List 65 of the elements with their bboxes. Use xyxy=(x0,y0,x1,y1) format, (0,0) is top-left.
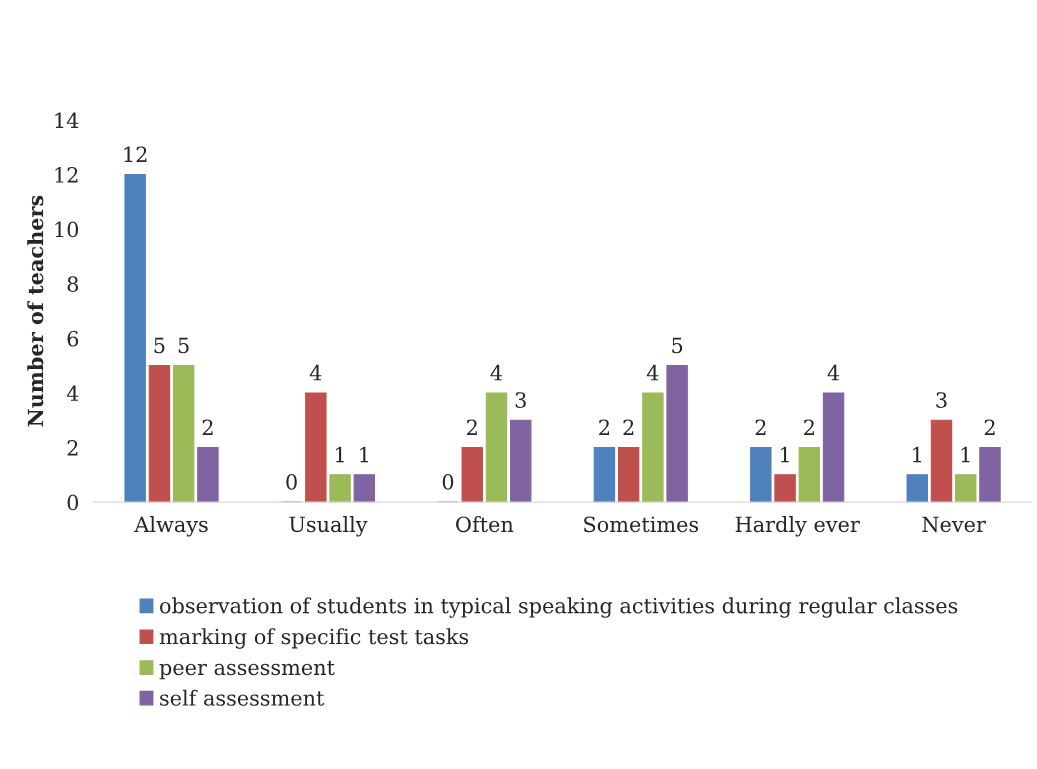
bar xyxy=(955,474,977,503)
x-tick-label: Usually xyxy=(289,516,368,537)
x-tick-label: Always xyxy=(134,516,208,537)
data-label: 12 xyxy=(124,146,147,162)
legend-label: peer assessment xyxy=(159,660,335,680)
data-label: 3 xyxy=(936,392,947,408)
bar xyxy=(642,392,664,503)
bar xyxy=(124,174,146,503)
y-tick-label: 10 xyxy=(55,221,79,238)
data-label: 2 xyxy=(599,419,609,435)
data-label: 1 xyxy=(961,446,970,463)
data-label: 1 xyxy=(335,446,344,463)
data-label: 2 xyxy=(623,419,634,435)
x-tick-label: Often xyxy=(456,516,514,533)
bar xyxy=(461,447,483,503)
bar xyxy=(906,474,928,503)
data-label: 2 xyxy=(755,419,766,435)
bar xyxy=(593,447,616,503)
bar xyxy=(979,447,1001,503)
y-tick-label: 0 xyxy=(67,494,79,511)
x-tick-label: Sometimes xyxy=(584,516,699,533)
y-tick-label: 6 xyxy=(67,330,79,347)
data-label: 1 xyxy=(913,446,921,463)
bar xyxy=(822,392,845,503)
data-label: 3 xyxy=(515,392,526,408)
data-label: 5 xyxy=(154,337,165,354)
data-label: 2 xyxy=(804,419,814,435)
data-label: 4 xyxy=(490,364,503,381)
bar xyxy=(617,447,640,503)
y-tick-label: 2 xyxy=(67,440,78,456)
data-label: 1 xyxy=(360,446,368,463)
bar xyxy=(305,392,327,503)
bar xyxy=(148,365,171,503)
data-label: 5 xyxy=(178,337,189,354)
data-label: 4 xyxy=(827,364,840,381)
data-label: 2 xyxy=(202,419,213,435)
bar xyxy=(172,365,195,503)
x-tick-label: Never xyxy=(922,516,986,533)
data-label: 5 xyxy=(672,337,683,354)
bar xyxy=(774,474,796,503)
y-tick-label: 8 xyxy=(67,276,79,292)
data-label: 4 xyxy=(309,364,322,381)
data-label: 1 xyxy=(780,446,789,463)
data-label: 0 xyxy=(286,474,297,490)
bar xyxy=(485,392,508,503)
bar xyxy=(750,447,772,503)
bar xyxy=(197,447,219,503)
bar xyxy=(353,474,376,503)
bar xyxy=(798,447,821,503)
y-tick-label: 4 xyxy=(66,385,79,401)
bar xyxy=(666,365,688,503)
data-label: 2 xyxy=(984,419,995,435)
data-label: 0 xyxy=(442,474,454,490)
y-axis-title: Number of teachers xyxy=(27,195,44,427)
legend-label: marking of specific test tasks xyxy=(159,628,469,649)
data-label: 4 xyxy=(646,364,659,381)
y-tick-label: 14 xyxy=(55,112,79,128)
bar xyxy=(329,474,351,503)
bar xyxy=(510,419,532,503)
data-label: 2 xyxy=(467,419,477,435)
y-tick-label: 12 xyxy=(55,167,78,183)
x-tick-label: Hardly ever xyxy=(735,516,860,537)
legend-label: self assessment xyxy=(160,689,325,706)
legend-label: observation of students in typical speaking activities during regular classes xyxy=(160,597,958,618)
bar xyxy=(930,419,953,503)
